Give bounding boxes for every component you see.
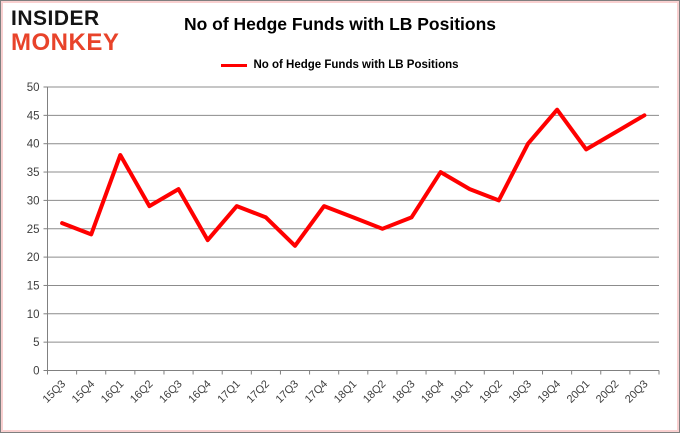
legend-label: No of Hedge Funds with LB Positions xyxy=(253,59,459,71)
x-tick-label: 16Q1 xyxy=(99,378,127,406)
y-tick-label: 40 xyxy=(27,139,40,151)
y-tick-label: 20 xyxy=(27,252,40,264)
y-tick-label: 35 xyxy=(27,167,40,179)
x-tick-label: 18Q3 xyxy=(390,378,418,406)
data-series-line xyxy=(60,107,647,248)
x-tick-label: 16Q3 xyxy=(157,378,185,406)
x-tick-label: 18Q4 xyxy=(419,378,447,406)
x-tick-label: 20Q2 xyxy=(594,378,622,406)
logo-text-insider: INSIDER xyxy=(11,7,100,30)
x-tick-label: 18Q1 xyxy=(332,378,360,406)
x-tick-label: 19Q1 xyxy=(448,378,476,406)
y-tick-label: 15 xyxy=(27,280,40,292)
chart-title: No of Hedge Funds with LB Positions xyxy=(183,14,497,34)
x-tick-label: 15Q3 xyxy=(41,378,69,406)
x-tick-label: 16Q2 xyxy=(128,378,156,406)
insider-monkey-logo: INSIDER MONKEY xyxy=(11,8,119,55)
y-tick-label: 10 xyxy=(27,309,40,321)
x-tick-label: 17Q3 xyxy=(274,378,302,406)
x-tick-label: 20Q3 xyxy=(623,378,651,406)
legend-line-swatch xyxy=(221,63,248,67)
x-tick-label: 15Q4 xyxy=(70,378,98,406)
x-tick-label: 18Q2 xyxy=(361,378,389,406)
x-tick-label: 17Q4 xyxy=(303,378,331,406)
y-tick-label: 30 xyxy=(27,195,40,207)
y-tick-label: 50 xyxy=(27,82,40,94)
x-tick-label: 17Q2 xyxy=(244,378,272,406)
x-tick-label: 19Q2 xyxy=(477,378,505,406)
x-tick-label: 17Q1 xyxy=(215,378,243,406)
x-tick-label: 20Q1 xyxy=(565,378,593,406)
y-tick-label: 25 xyxy=(27,224,40,236)
x-tick-label: 19Q3 xyxy=(507,378,535,406)
y-tick-label: 45 xyxy=(27,110,40,122)
chart-legend: No of Hedge Funds with LB Positions xyxy=(1,59,679,71)
logo-text-monkey: MONKEY xyxy=(11,29,120,56)
y-tick-label: 5 xyxy=(33,337,39,349)
y-tick-label: 0 xyxy=(33,366,39,378)
x-tick-label: 16Q4 xyxy=(186,378,214,406)
x-tick-label: 19Q4 xyxy=(536,378,564,406)
